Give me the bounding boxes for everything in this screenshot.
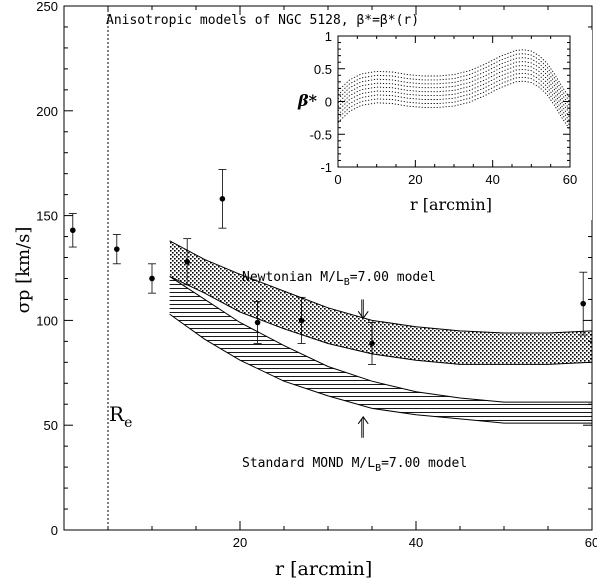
x-axis-label: r [arcmin] [275, 558, 372, 579]
arrow-down-head [357, 311, 369, 320]
main-arrows [357, 299, 369, 438]
newtonian-upper-edge [169, 240, 593, 334]
arrow-up-head [357, 415, 369, 425]
y-tick-label: 50 [44, 418, 58, 433]
mond-upper-edge [169, 275, 592, 403]
newtonian-band [169, 240, 592, 365]
mond-label-sub: B [375, 463, 381, 474]
re-label: Re [109, 402, 132, 431]
beta-curve [337, 80, 571, 130]
inset-x-tick-label: 20 [408, 172, 422, 187]
beta-curve [337, 57, 571, 107]
x-tick-label: 60 [585, 535, 597, 550]
data-point [184, 258, 190, 265]
inset-x-label: r [arcmin] [410, 195, 492, 214]
data-point [114, 246, 120, 252]
beta-curve [337, 68, 571, 119]
x-tick-label: 20 [233, 535, 247, 550]
data-point [149, 275, 155, 282]
mond-label-rest: =7.00 model [381, 456, 467, 471]
newtonian-label-main: Newtonian M/L [242, 270, 344, 285]
beta-curve [337, 76, 571, 126]
inset-axis-ticks: -1 -0.5 0 0.5 1 0 20 40 60 [310, 29, 578, 187]
data-point [369, 340, 375, 347]
x-tick-label: 40 [409, 535, 423, 550]
inset-y-tick-label: -0.5 [310, 127, 332, 142]
re-label-sub: e [124, 415, 132, 431]
beta-curve [337, 72, 571, 123]
data-point [70, 227, 76, 234]
data-point [219, 196, 226, 202]
mond-label-main: Standard MOND M/L [242, 456, 375, 471]
newtonian-label: Newtonian M/LB=7.00 model [242, 270, 436, 288]
mond-lower-edge [169, 313, 592, 424]
beta-curve [337, 65, 571, 115]
inset-y-tick-label: -1 [320, 160, 332, 175]
inset-x-tick-label: 40 [485, 172, 499, 187]
data-point [580, 300, 586, 307]
y-tick-label: 250 [36, 0, 58, 14]
inset-beta-curves [337, 49, 571, 130]
re-label-main: R [109, 402, 125, 426]
inset-y-tick-label: 1 [325, 29, 332, 44]
inset-background [302, 30, 592, 220]
data-point [254, 319, 261, 326]
y-axis-label-group: σp [km/s] [13, 227, 34, 314]
inset-x-tick-label: 60 [563, 172, 577, 187]
newtonian-label-rest: =7.00 model [350, 270, 436, 285]
inset-y-tick-label: 0.5 [314, 62, 332, 77]
y-axis-label: σp [km/s] [13, 227, 34, 314]
main-data-points [68, 169, 588, 365]
inset-x-tick-label: 0 [334, 172, 341, 187]
y-tick-label: 200 [36, 104, 58, 119]
beta-curve [337, 49, 571, 99]
chart-title: Anisotropic models of NGC 5128, β*=β*(r) [106, 13, 419, 28]
y-tick-label: 100 [36, 313, 58, 328]
newtonian-label-sub: B [344, 277, 350, 288]
inset-y-label: β* [297, 91, 318, 110]
main-model-bands [169, 240, 593, 424]
y-tick-label: 150 [36, 209, 58, 224]
beta-curve [337, 53, 571, 103]
y-tick-label: 0 [51, 523, 58, 538]
inset-y-tick-label: 0 [325, 95, 332, 110]
beta-curve [337, 61, 571, 111]
mond-label: Standard MOND M/LB=7.00 model [242, 456, 467, 474]
data-point [298, 317, 305, 324]
mond-band [169, 276, 592, 424]
